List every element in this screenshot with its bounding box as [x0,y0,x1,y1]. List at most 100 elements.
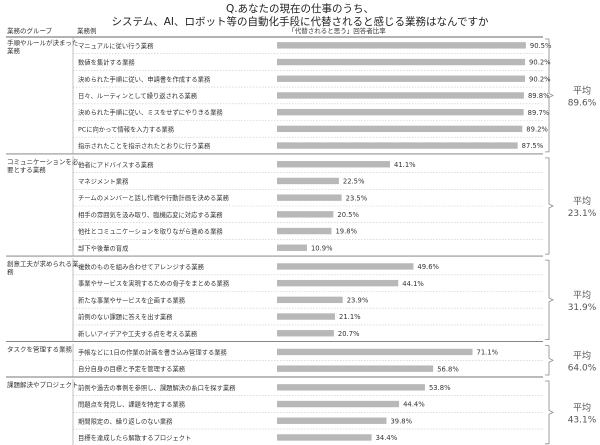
bar [277,58,526,66]
item-label: 新たな事業やサービスを企画する業務 [78,295,186,304]
bar-value-label: 44.1% [402,280,424,288]
bar-value-label: 89.8% [528,92,550,100]
bar-value-label: 71.1% [477,349,499,357]
average-label: 平均 [573,349,591,361]
header-group-label: 業務のグループ [7,26,53,35]
item-label: 前例や過去の事例を参照し、課題解決の糸口を探す業務 [78,383,236,392]
item-label: 目標を達成したら解散するプロジェクト [78,433,191,442]
chart-title: Q.あなたの現在の仕事のうち、 システム、AI、ロボット等の自動化手段に代替され… [0,3,600,29]
bar [277,161,391,168]
bar-value-label: 56.8% [437,365,459,373]
bar-value-label: 20.5% [337,211,359,219]
bar [277,365,434,372]
average-label: 平均 [573,84,591,96]
bar [277,142,518,149]
bar-value-label: 90.5% [530,42,552,50]
average-bracket [545,157,554,255]
header-value-label: 「代替されると思う」回答者比率 [288,26,386,35]
bar [277,263,414,270]
bar-value-label: 20.7% [338,330,360,338]
bar [277,42,526,49]
bar-value-label: 44.4% [403,401,425,409]
bar [277,348,473,356]
bar-value-label: 22.5% [343,178,365,186]
bar [277,400,400,408]
group-label-3: タスクを管理する業務 [7,345,73,354]
item-label: 問題点を発見し、課題を特定する業務 [78,400,186,409]
bar [277,279,399,287]
bar [277,330,334,337]
bar-value-label: 90.2% [529,75,551,83]
item-label: PCに向かって情報を入力する業務 [78,124,175,133]
bar [277,194,342,201]
item-label: マニュアルに従い行う業務 [78,41,154,50]
item-label: 事業やサービスを実現するための骨子をまとめる業務 [78,279,230,288]
average-bracket [545,380,554,445]
item-label: 指示されたことを指示されたとおりに行う業務 [78,141,211,150]
bar [277,313,336,320]
item-label: 前例のない課題に答えを出す業務 [78,312,173,321]
group-label-4: 課題解決やプロジェクト [7,380,79,389]
bar-value-label: 21.1% [339,313,361,321]
bar-value-label: 90.2% [529,59,551,67]
item-label: 手帳などに1日の作業の計画を書き込み管理する業務 [78,347,228,356]
group-label-1: 要とする業務 [7,165,46,174]
bar [277,227,332,235]
bar-value-label: 89.2% [526,125,548,133]
average-value: 31.9% [568,303,597,313]
average-value: 89.6% [568,98,597,108]
bar-value-label: 39.8% [390,417,412,425]
bar [277,92,524,99]
bar-value-label: 23.5% [346,194,368,202]
bar [277,384,425,391]
chart-title-line2: システム、AI、ロボット等の自動化手段に代替されると感じる業務はなんですか [111,16,489,28]
item-label: 新しいアイデアや工夫する点を考える業務 [78,329,198,338]
item-label: 部下や後輩の育成 [78,243,129,252]
header-example-label: 業務例 [77,26,97,35]
item-label: 決められた手順に従い、ミスをせずにやりきる業務 [78,108,223,117]
bar [277,108,524,116]
bar-value-label: 10.9% [311,244,333,252]
item-label: 数値を集計する業務 [78,58,135,67]
bar-value-label: 34.4% [376,434,398,442]
bar-value-label: 41.1% [394,161,416,169]
bar-value-label: 49.6% [417,263,439,271]
average-label: 平均 [573,195,591,207]
bar [277,125,523,133]
item-label: 自分自身の目標と予定を管理する業務 [78,364,186,373]
bar-value-label: 53.8% [429,384,451,392]
bar-value-label: 89.7% [528,109,550,117]
item-label: 他者にアドバイスする業務 [78,160,154,169]
item-label: 期間限定の、繰り返しのない業務 [78,416,173,425]
average-bracket [545,345,554,376]
bar [277,177,339,185]
average-bracket [545,38,554,153]
group-label-2: 創意工夫が求められる業 [7,259,79,268]
bar-value-label: 19.8% [335,228,357,236]
chart-title-line1: Q.あなたの現在の仕事のうち、 [225,3,375,15]
average-value: 64.0% [568,363,597,373]
item-label: 決められた手順に従い、申請書を作成する業務 [78,74,211,83]
bar [277,417,387,424]
bar [277,211,334,218]
group-label-0: 業務 [7,46,21,55]
average-bracket [545,259,554,340]
item-label: チームのメンバーと話し作戦や行動計画を決める業務 [78,193,230,202]
bar-value-label: 87.5% [522,142,544,150]
item-label: 日々、ルーティンとして繰り返される業務 [78,91,198,100]
item-label: マネジメント業務 [78,176,129,185]
bar [277,434,372,441]
item-label: 複数のものを組み合わせてアレンジする業務 [78,262,205,271]
item-label: 相手の雰囲気を汲み取り、臨機応変に対応する業務 [78,210,223,219]
bar [277,244,307,251]
average-label: 平均 [573,289,591,301]
group-label-0: 手順やルールが決まった [7,38,78,47]
item-label: 他社とコミュニケーションを取りながら進める業務 [78,227,223,236]
bar [277,75,526,82]
bar [277,296,343,304]
group-label-1: コミュニケーションを必 [7,157,79,166]
average-label: 平均 [573,401,591,413]
bar-value-label: 23.9% [347,296,369,304]
group-label-2: 務 [7,267,14,276]
